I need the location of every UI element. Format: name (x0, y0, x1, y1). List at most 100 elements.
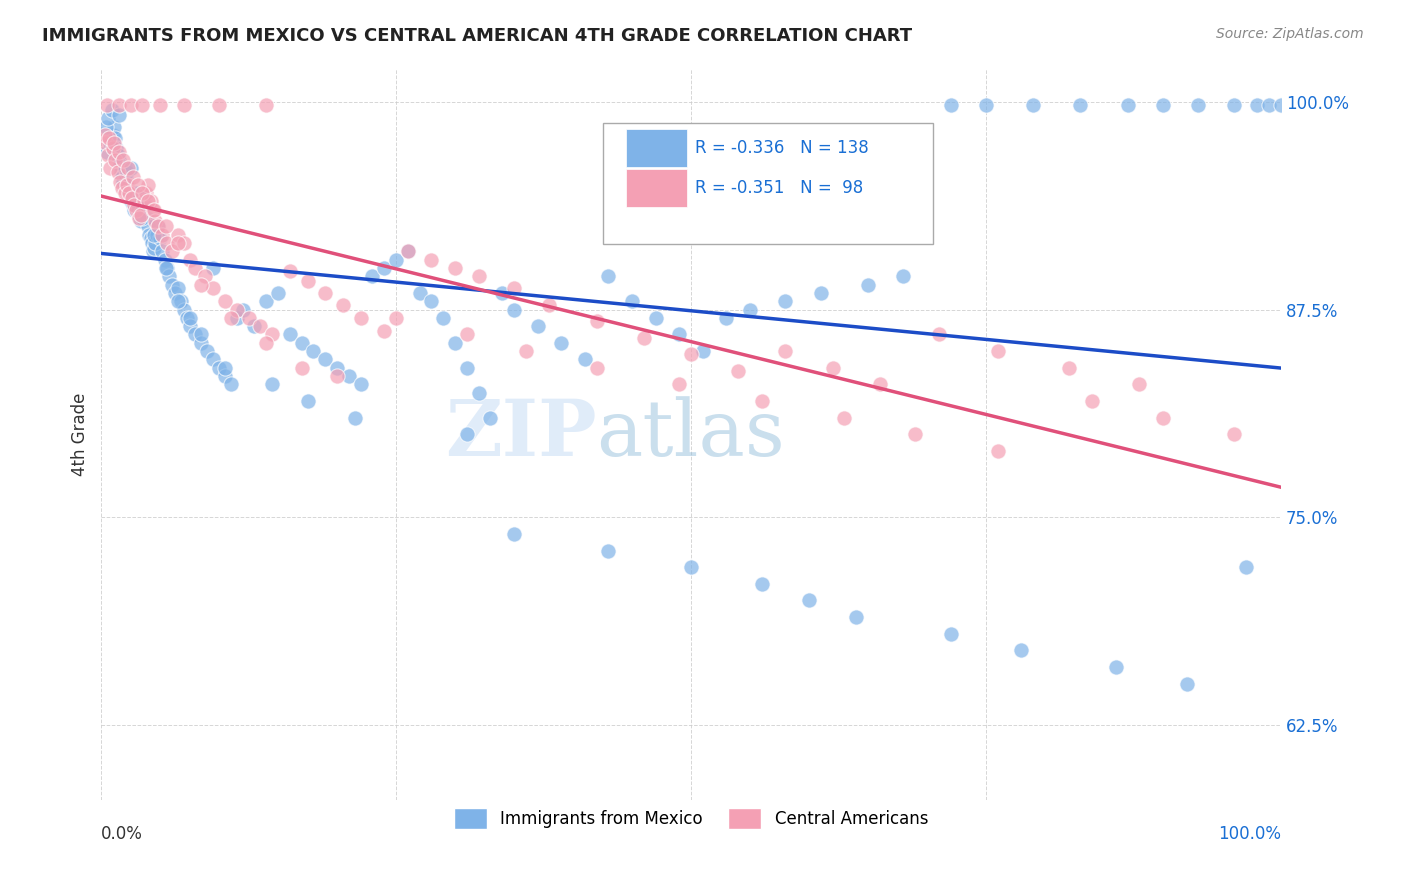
Point (121, 186, 143, 201)
Point (127, 178, 149, 192)
Point (125, 186, 148, 201)
Point (145, 227, 167, 242)
Point (143, 241, 166, 255)
Point (184, 327, 207, 342)
Point (121, 191, 143, 205)
Point (225, 310, 247, 325)
Point (1116, 98, 1139, 112)
Point (118, 186, 141, 201)
Text: IMMIGRANTS FROM MEXICO VS CENTRAL AMERICAN 4TH GRADE CORRELATION CHART: IMMIGRANTS FROM MEXICO VS CENTRAL AMERIC… (42, 27, 912, 45)
Point (515, 344, 537, 359)
Point (456, 327, 478, 342)
Point (467, 385, 489, 400)
Point (821, 360, 844, 375)
Point (314, 352, 336, 367)
Point (751, 576, 773, 591)
Point (373, 324, 395, 338)
Point (131, 98, 153, 112)
Point (1128, 377, 1150, 392)
Point (135, 198, 157, 212)
Point (149, 98, 172, 112)
Point (105, 141, 128, 155)
Point (156, 260, 179, 275)
Point (1258, 98, 1281, 112)
Point (134, 191, 156, 205)
FancyBboxPatch shape (626, 169, 688, 208)
Point (108, 175, 131, 189)
Point (278, 327, 301, 342)
Point (291, 335, 314, 350)
Point (939, 626, 962, 640)
Point (1105, 660, 1128, 674)
Point (432, 310, 454, 325)
Point (262, 377, 284, 392)
Point (97, 112, 120, 126)
Point (112, 153, 135, 167)
Point (132, 194, 155, 209)
Text: 0.0%: 0.0% (101, 825, 143, 843)
Point (131, 186, 153, 201)
Point (775, 294, 797, 309)
Point (166, 281, 188, 295)
Point (114, 161, 136, 176)
Point (243, 319, 266, 334)
Point (1222, 427, 1244, 442)
Point (238, 310, 260, 325)
Point (208, 360, 231, 375)
Point (254, 335, 277, 350)
Point (302, 344, 325, 359)
Point (332, 297, 354, 311)
Point (679, 347, 702, 361)
Point (214, 369, 236, 384)
Point (349, 377, 371, 392)
Point (202, 260, 225, 275)
Point (146, 219, 169, 234)
Text: ZIP: ZIP (444, 396, 596, 472)
Point (326, 369, 349, 384)
Point (856, 277, 879, 292)
Point (633, 331, 655, 345)
Point (598, 269, 620, 284)
Point (100, 161, 122, 176)
Point (111, 181, 134, 195)
Point (179, 310, 201, 325)
Point (132, 194, 155, 209)
Point (125, 202, 148, 217)
Point (190, 335, 212, 350)
Point (1222, 98, 1244, 112)
Point (118, 186, 141, 201)
Point (122, 198, 145, 212)
Point (94, 120, 117, 134)
Point (120, 98, 142, 112)
Point (503, 302, 526, 317)
Point (727, 364, 749, 378)
Point (97, 148, 120, 162)
Point (179, 319, 201, 334)
Point (139, 194, 162, 209)
Point (166, 235, 188, 250)
Point (184, 260, 207, 275)
Point (117, 178, 139, 192)
Point (122, 169, 145, 184)
Point (166, 294, 188, 309)
Point (444, 260, 467, 275)
Point (267, 285, 290, 300)
Point (202, 281, 225, 295)
Point (249, 319, 271, 334)
Point (120, 194, 142, 209)
Point (503, 527, 526, 541)
Point (112, 175, 135, 189)
Point (149, 231, 172, 245)
Point (420, 294, 443, 309)
Point (456, 427, 478, 442)
Point (115, 164, 138, 178)
Point (644, 310, 666, 325)
Point (110, 164, 132, 178)
Point (143, 214, 166, 228)
Point (574, 352, 596, 367)
Point (143, 202, 166, 217)
Point (1270, 98, 1292, 112)
Point (107, 145, 129, 159)
Point (420, 252, 443, 267)
Point (834, 410, 856, 425)
